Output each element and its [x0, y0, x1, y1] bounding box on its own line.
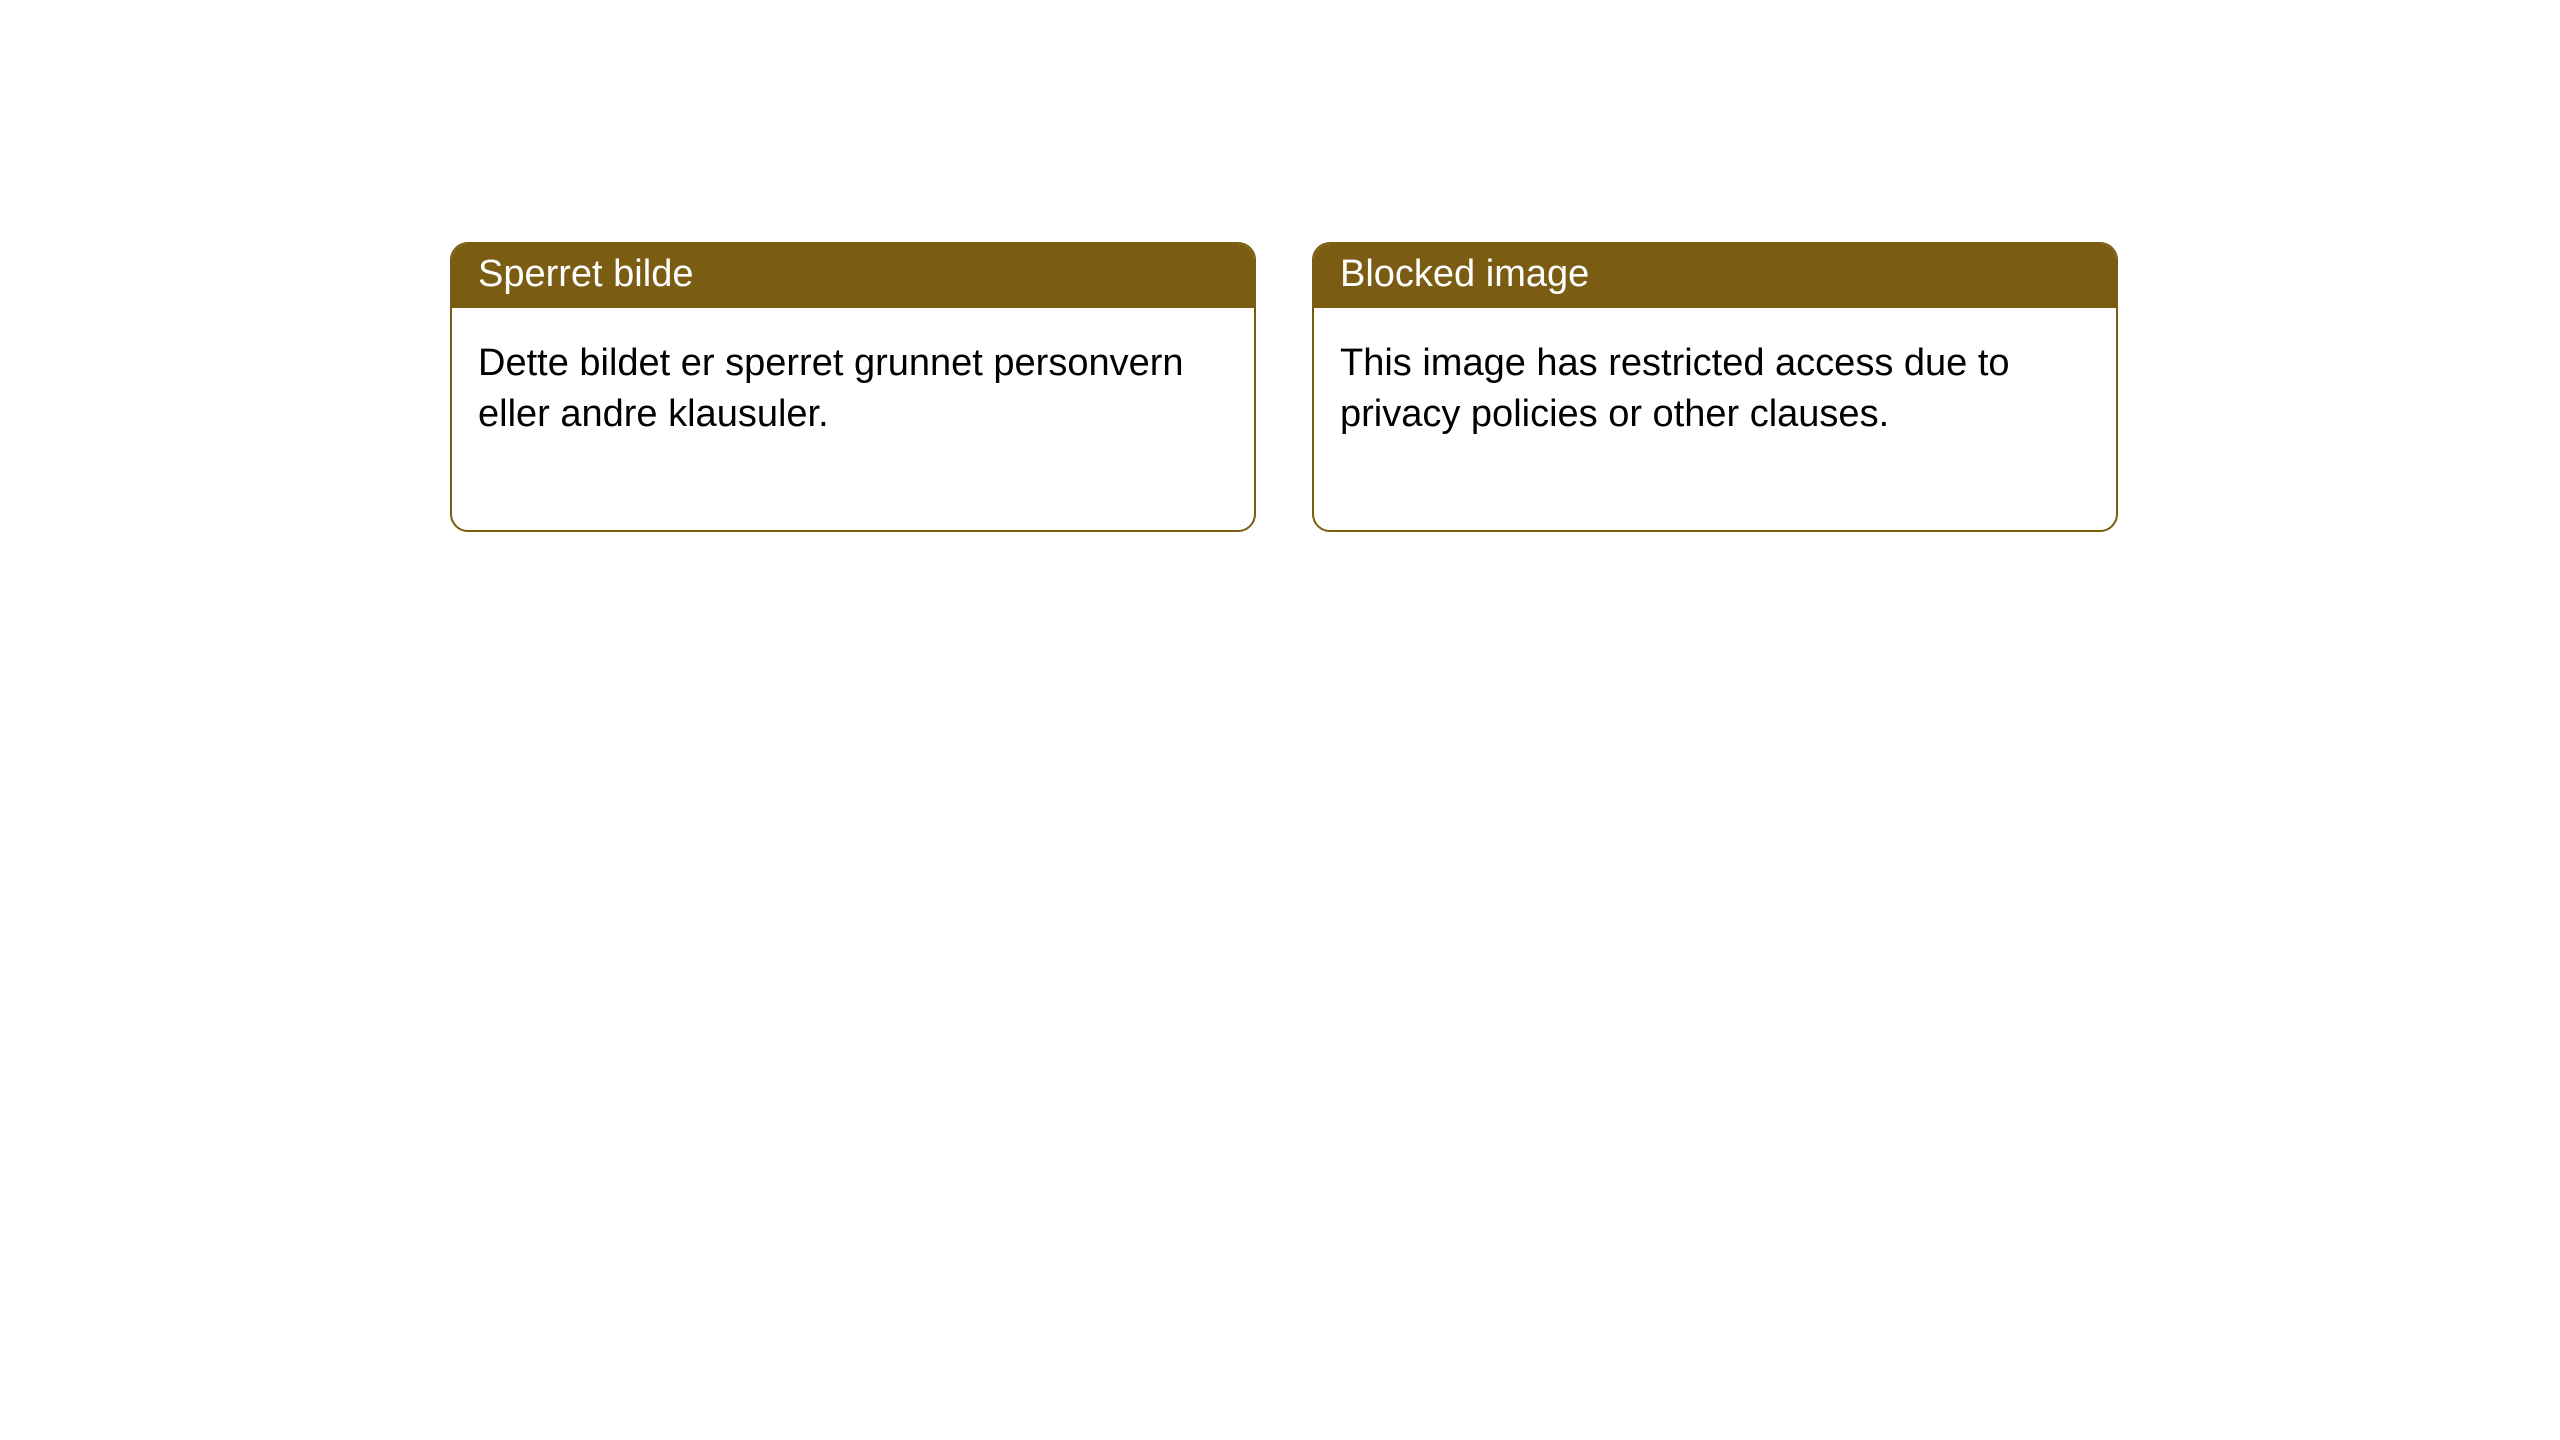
notice-body-text: Dette bildet er sperret grunnet personve… — [452, 308, 1254, 531]
notice-title: Blocked image — [1314, 244, 2116, 308]
notice-card-norwegian: Sperret bilde Dette bildet er sperret gr… — [450, 242, 1256, 532]
notice-container: Sperret bilde Dette bildet er sperret gr… — [0, 0, 2560, 532]
notice-body-text: This image has restricted access due to … — [1314, 308, 2116, 531]
notice-card-english: Blocked image This image has restricted … — [1312, 242, 2118, 532]
notice-title: Sperret bilde — [452, 244, 1254, 308]
